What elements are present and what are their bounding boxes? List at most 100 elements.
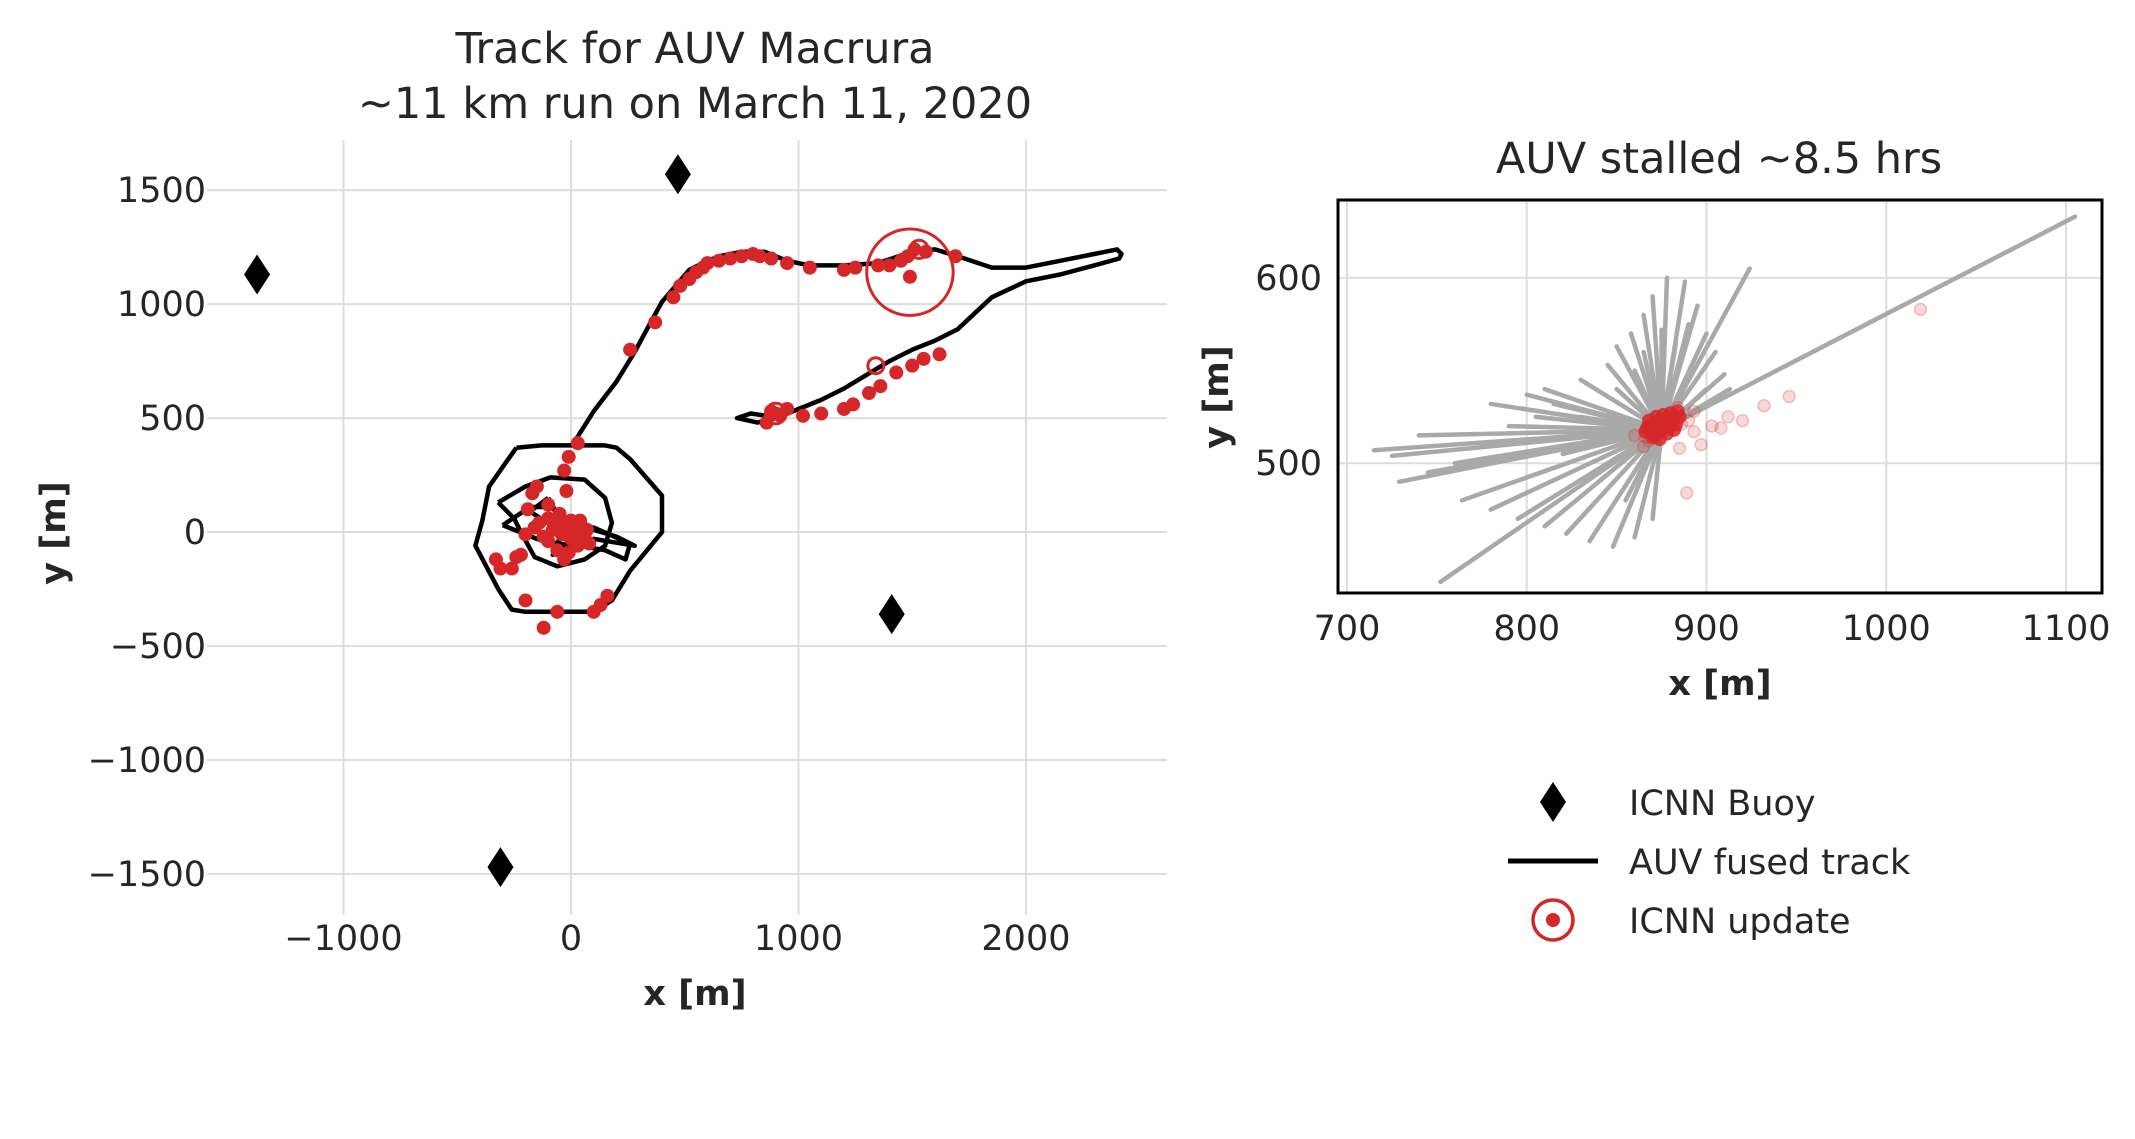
inset-stall-ray [1564,427,1664,536]
main-y-tick-label: 500 [139,399,206,439]
inset-y-tick-label: 500 [1255,444,1322,484]
legend-label-icnn: ICNN update [1629,902,1851,942]
legend: ICNN Buoy AUV fused track ICNN update [1508,782,1911,942]
inset-icnn-update-faint-point [1714,421,1728,435]
main-icnn-update-point [509,550,524,565]
main-y-tick-label: −1000 [88,741,206,781]
main-icnn-update-ring [865,227,955,317]
legend-diamond-icon [1540,782,1566,822]
main-x-tick-label: 1000 [754,919,843,959]
main-icnn-update-point [907,242,922,257]
main-icnn-update-point [902,269,917,284]
inset-frame [1336,198,2104,595]
main-y-tick-labels: −1500 −1000 −500 0 500 1000 1500 [88,171,206,895]
main-title-line2: ~11 km run on March 11, 2020 [358,79,1032,129]
inset-y-tick-labels: 500 600 [1255,259,1322,484]
inset-series [1371,214,2078,585]
main-icnn-update-ring [866,356,886,376]
inset-x-tick-label: 700 [1314,609,1381,649]
main-icnn-update-point [916,351,931,366]
main-y-tick-label: 1500 [117,171,206,211]
inset-icnn-update-faint-point [1679,486,1694,500]
main-icnn-update-point [541,511,556,526]
main-icnn-update-point [666,290,681,305]
inset-stall-ray [1659,266,1752,433]
legend-label-buoy: ICNN Buoy [1629,784,1816,824]
main-icnn-update-point [836,262,851,277]
main-icnn-update-point [711,253,726,268]
main-y-tick-label: −500 [110,627,206,667]
inset-x-tick-labels: 700 800 900 1000 1100 [1314,609,2111,649]
main-icnn-update-point [764,251,779,266]
main-icnn-update-point [759,415,774,430]
inset-stall-ray [1632,427,1664,540]
inset-x-tick-label: 1100 [2022,609,2111,649]
legend-target-ring-icon [1531,898,1575,942]
main-icnn-update-point [848,260,863,275]
main-icnn-update-point [871,258,886,273]
main-icnn-update-point [557,463,572,478]
main-icnn-update-point [918,244,933,259]
main-icnn-update-point [873,379,888,394]
main-icnn-update-point [700,256,715,271]
main-icnn-update-point [529,479,544,494]
main-icnn-update-point [557,552,572,567]
main-track-plot: Track for AUV Macrura ~11 km run on Marc… [34,24,1167,1014]
inset-icnn-update-point [1667,422,1682,437]
inset-icnn-update-faint-point [1636,439,1651,454]
main-y-tick-label: 1000 [117,285,206,325]
inset-x-tick-label: 900 [1673,609,1740,649]
inset-x-tick-label: 800 [1493,609,1560,649]
inset-x-tick-label: 1000 [1842,609,1931,649]
inset-icnn-update-faint-point [1694,437,1708,452]
inset-icnn-update-faint-point [1782,389,1796,404]
main-buoy-marker [244,254,271,295]
main-y-tick-label: 0 [184,513,206,553]
main-x-axis-label: x [m] [643,974,746,1014]
main-icnn-update-point [586,604,601,619]
main-icnn-update-point [623,342,638,357]
main-icnn-update-point [648,315,663,330]
main-grid [207,140,1167,915]
main-icnn-update-point [536,529,551,544]
main-icnn-update-point [836,401,851,416]
inset-icnn-update-point [1670,404,1685,419]
inset-icnn-update-faint-point [1757,399,1771,413]
main-icnn-update-point [536,620,551,635]
inset-icnn-update-faint-point [1687,424,1701,439]
inset-stall-plot: AUV stalled ~8.5 hrs 700 800 900 1000 1100 5… [1197,134,2111,704]
main-icnn-update-point [550,604,565,619]
main-y-axis-label: y [m] [34,481,74,584]
legend-item-buoy: ICNN Buoy [1540,782,1816,824]
main-fused-track-line [570,247,1124,447]
main-icnn-update-point [723,251,738,266]
main-icnn-update-point [518,593,533,608]
main-icnn-update-point [518,527,533,542]
main-icnn-update-point [561,449,576,464]
main-icnn-update-point [570,436,585,451]
inset-y-tick-label: 600 [1255,259,1322,299]
inset-stall-ray [1659,275,1670,433]
legend-target-dot-icon [1546,913,1560,927]
main-buoy-marker [664,154,691,195]
main-icnn-update-point [493,561,508,576]
inset-icnn-update-faint-point [1721,410,1735,424]
legend-label-track: AUV fused track [1629,843,1911,883]
main-icnn-update-point [559,484,574,499]
main-icnn-update-point [541,497,556,512]
main-icnn-update-point [814,406,829,421]
main-icnn-update-point [948,249,963,264]
inset-stall-ray [1459,427,1664,503]
inset-icnn-update-faint-point [1705,419,1719,433]
main-series [244,154,1124,888]
inset-stall-ray [1542,386,1664,433]
inset-y-axis-label: y [m] [1197,345,1237,448]
inset-icnn-update-faint-point [1735,413,1750,428]
inset-icnn-update-faint-point [1687,404,1701,419]
main-icnn-update-point [582,536,597,551]
main-icnn-update-point [752,249,767,264]
main-icnn-update-point [932,347,947,362]
main-icnn-update-point [905,358,920,373]
main-icnn-update-point [520,502,535,517]
